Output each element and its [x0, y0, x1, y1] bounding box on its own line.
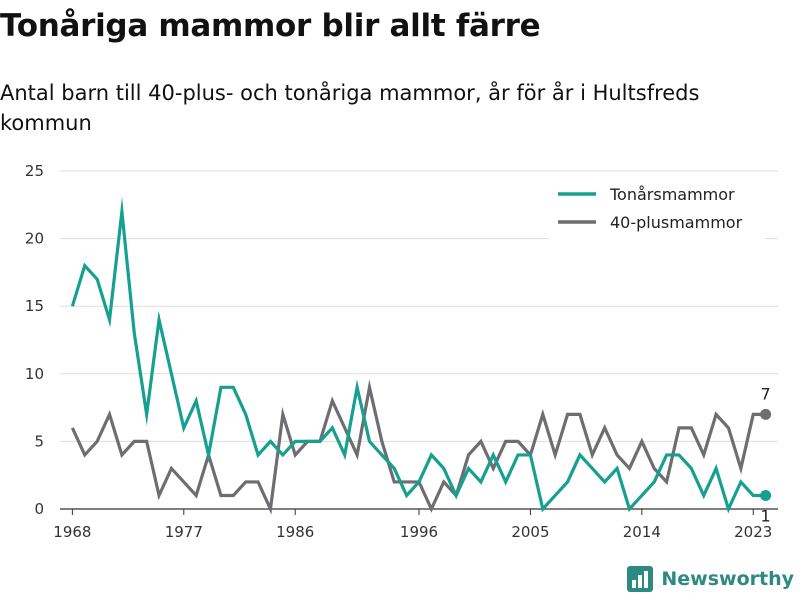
x-tick-label: 1968 [53, 523, 91, 541]
y-tick-label: 20 [25, 230, 44, 248]
legend-background [549, 178, 765, 240]
y-tick-label: 10 [25, 365, 44, 383]
series-line-40-plusmammor [70, 379, 766, 515]
y-axis: 0 5 10 15 20 25 [25, 162, 44, 518]
chart-title: Tonåriga mammor blir allt färre [0, 8, 541, 44]
y-tick-label: 0 [34, 500, 44, 518]
end-point-label: 1 [761, 506, 771, 525]
y-tick-label: 5 [34, 432, 44, 450]
series-lines [70, 196, 766, 515]
x-tick-label: 2014 [623, 523, 661, 541]
y-tick-label: 15 [25, 297, 44, 315]
legend: Tonårsmammor 40-plusmammor [549, 178, 765, 240]
newsworthy-logo: Newsworthy [627, 566, 794, 592]
x-tick-label: 2005 [511, 523, 549, 541]
x-tick-label: 1977 [165, 523, 203, 541]
x-tick-label: 1986 [276, 523, 314, 541]
bar-chart-icon [627, 566, 654, 592]
legend-label: Tonårsmammor [609, 185, 735, 204]
y-tick-label: 25 [25, 162, 44, 180]
brand-name: Newsworthy [661, 568, 794, 590]
x-tick-label: 2023 [734, 523, 772, 541]
legend-label: 40-plusmammor [610, 213, 743, 232]
chart-subtitle: Antal barn till 40-plus- och tonåriga ma… [0, 81, 700, 135]
end-point-marker [760, 489, 772, 501]
x-tick-label: 1996 [400, 523, 438, 541]
end-point-label: 7 [761, 384, 771, 403]
x-axis: 1968 1977 1986 1996 2005 2014 2023 [53, 509, 772, 541]
end-markers: 17 [760, 384, 772, 525]
series-line-tonarsmammor [70, 196, 766, 514]
end-point-marker [760, 408, 772, 420]
